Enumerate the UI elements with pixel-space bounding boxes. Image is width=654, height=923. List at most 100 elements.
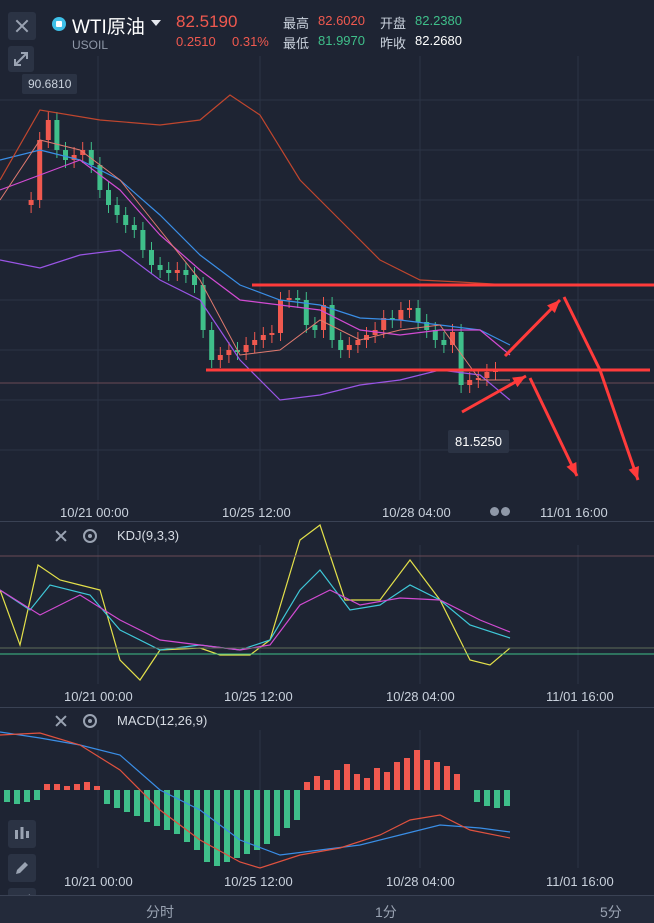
candle-body [424,322,430,330]
macd-bar [64,786,70,790]
high-value: 82.6020 [318,13,365,28]
macd-bar [484,790,490,806]
open-value: 82.2380 [415,13,462,28]
candle-body [415,308,421,322]
band-upper [0,94,511,286]
candle-body [303,300,309,325]
candle-body [200,285,206,330]
candle-body [97,165,103,190]
kdj-k-line [0,569,511,651]
macd-bar [74,784,80,790]
macd-dea-line [0,732,511,869]
x-tick: 10/25 12:00 [224,874,293,889]
arrow-down-long [598,369,640,481]
candle-body [346,345,352,350]
candle-body [432,330,438,340]
macd-bar [424,760,430,790]
timeframe-bar [0,895,654,923]
macd-bar [134,790,140,816]
macd-bar [364,778,370,790]
candle-body [45,120,51,140]
macd-bar [104,790,110,804]
pencil-icon[interactable] [8,854,36,882]
scroll-handle[interactable] [488,505,514,517]
macd-bar [124,790,130,812]
macd-bar [234,790,240,858]
candle-body [278,300,283,333]
gear-icon[interactable] [83,714,97,728]
macd-bar [454,774,460,790]
price-change-percent: 0.31% [232,34,269,49]
chevron-down-icon[interactable] [151,20,161,26]
symbol-name[interactable]: WTI原油 [72,17,145,38]
macd-bar [374,768,380,790]
candle-body [269,333,275,335]
macd-bar [204,790,210,862]
candle-body [321,305,326,330]
macd-bar [84,782,90,790]
arrow-down-long-head [628,466,639,480]
macd-bar [404,758,410,790]
macd-dif-line [0,731,511,856]
candle-body [407,308,412,310]
macd-bar [354,774,360,790]
kdj-d-line [0,589,511,651]
arrow-up-long-head [547,300,560,314]
candle-body [174,270,180,273]
macd-bar [414,750,420,790]
candle-body [88,150,94,165]
macd-bar [494,790,500,808]
panel-divider [0,521,654,522]
macd-bar [214,790,220,866]
macd-bar [334,770,340,790]
macd-bar [154,790,160,826]
macd-bar [314,776,320,790]
kdj-j-line [0,524,511,681]
x-tick: 10/28 04:00 [382,505,451,520]
macd-bar [284,790,290,828]
candle-body [475,378,481,380]
x-tick: 11/01 16:00 [546,874,614,889]
macd-bar [164,790,170,830]
close-icon[interactable] [8,12,36,40]
macd-bar [264,790,270,844]
candlestick-icon[interactable] [8,820,36,848]
macd-bar [504,790,510,806]
candle-body [467,380,473,385]
gear-icon[interactable] [83,529,97,543]
candle-body [183,270,189,275]
candle-body [450,332,455,345]
candle-body [192,275,197,285]
candle-body [131,225,137,230]
candle-body [71,155,77,160]
candle-body [329,305,335,340]
candle-body [381,318,387,330]
macd-bar [4,790,10,802]
macd-bar [474,790,480,802]
symbol-code: USOIL [72,38,109,52]
candle-body [37,140,43,200]
candle-body [28,200,34,205]
macd-bar [344,764,350,790]
macd-bar [54,784,60,790]
tab-timeline[interactable]: 分时 [146,904,174,920]
candle-body [355,340,361,345]
close-icon[interactable] [54,529,68,543]
candle-body [458,332,464,385]
x-tick: 11/01 16:00 [546,689,614,704]
arrow-segment [562,296,602,371]
tab-1min[interactable]: 1分 [375,904,397,920]
x-tick: 11/01 16:00 [540,505,608,520]
candle-body [484,372,490,378]
macd-bar [244,790,250,854]
expand-icon[interactable] [8,46,34,72]
tab-5min[interactable]: 5分 [600,904,622,920]
candle-body [260,335,266,340]
kdj-title: KDJ(9,3,3) [117,528,180,543]
candle-body [441,340,447,345]
close-icon[interactable] [54,714,68,728]
symbol-icon [52,17,66,31]
last-price: 82.5190 [176,12,238,31]
header-bar [0,0,654,56]
